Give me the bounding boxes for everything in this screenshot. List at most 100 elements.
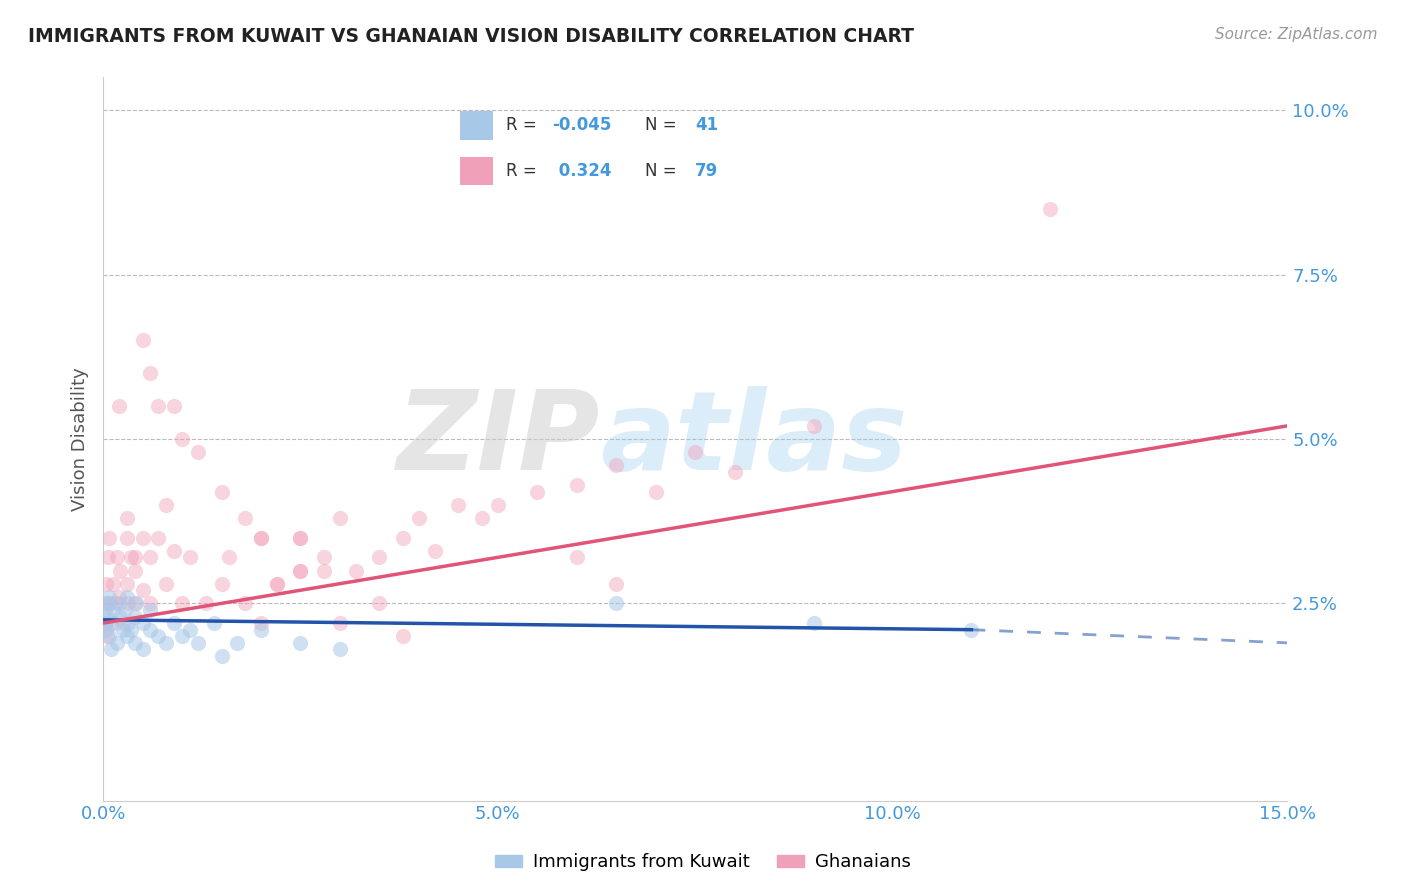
Point [93,596,115,610]
Point [290,636,312,650]
Point [392,531,415,545]
Point [605,596,627,610]
Point [120,550,142,565]
Point [314,564,336,578]
Point [115,576,138,591]
Point [94,616,117,631]
Point [111,623,134,637]
Point [131,642,153,657]
Point [447,498,470,512]
Point [368,550,391,565]
Point [96,629,118,643]
Point [115,590,138,604]
Point [202,616,225,631]
Point [101,576,124,591]
Point [163,399,186,413]
Point [314,550,336,565]
Point [155,498,177,512]
Text: Source: ZipAtlas.com: Source: ZipAtlas.com [1215,27,1378,42]
Point [155,576,177,591]
Point [683,445,706,459]
Point [170,596,193,610]
Point [724,465,747,479]
Point [117,616,139,631]
Y-axis label: Vision Disability: Vision Disability [72,368,89,511]
Point [139,623,162,637]
Point [100,616,122,631]
Point [211,648,233,663]
Point [105,550,128,565]
Point [329,616,352,631]
Text: IMMIGRANTS FROM KUWAIT VS GHANAIAN VISION DISABILITY CORRELATION CHART: IMMIGRANTS FROM KUWAIT VS GHANAIAN VISIO… [28,27,914,45]
Point [392,629,415,643]
Point [115,511,138,525]
Point [131,616,153,631]
Point [155,636,177,650]
Point [266,576,288,591]
Point [233,511,256,525]
Point [187,636,209,650]
Point [211,576,233,591]
Point [368,596,391,610]
Point [97,596,120,610]
Point [115,531,138,545]
Text: atlas: atlas [600,385,908,492]
Point [97,596,120,610]
Point [471,511,494,525]
Point [565,478,588,492]
Point [115,629,138,643]
Point [131,531,153,545]
Point [290,531,312,545]
Point [100,642,122,657]
Point [139,550,162,565]
Point [250,616,273,631]
Point [97,629,120,643]
Point [486,498,509,512]
Point [120,623,142,637]
Point [148,629,170,643]
Point [250,531,273,545]
Point [108,399,131,413]
Point [98,531,121,545]
Point [344,564,367,578]
Point [139,366,162,380]
Point [1039,202,1062,216]
Point [329,511,352,525]
Point [290,564,312,578]
Point [148,399,170,413]
Point [131,583,153,598]
Point [423,543,446,558]
Point [290,531,312,545]
Point [104,596,127,610]
Point [114,603,136,617]
Point [179,550,201,565]
Point [803,616,825,631]
Point [93,616,115,631]
Point [105,636,128,650]
Point [125,596,148,610]
Point [101,603,124,617]
Point [148,531,170,545]
Point [124,564,146,578]
Point [329,642,352,657]
Point [124,636,146,650]
Point [218,550,240,565]
Legend: Immigrants from Kuwait, Ghanaians: Immigrants from Kuwait, Ghanaians [488,847,918,879]
Point [644,484,666,499]
Point [211,484,233,499]
Point [290,564,312,578]
Point [96,609,118,624]
Point [179,623,201,637]
Point [605,458,627,473]
Point [803,418,825,433]
Point [250,623,273,637]
Point [96,576,118,591]
Point [187,445,209,459]
Point [266,576,288,591]
Point [124,550,146,565]
Point [226,636,249,650]
Point [233,596,256,610]
Point [98,590,121,604]
Point [108,590,131,604]
Point [104,616,127,631]
